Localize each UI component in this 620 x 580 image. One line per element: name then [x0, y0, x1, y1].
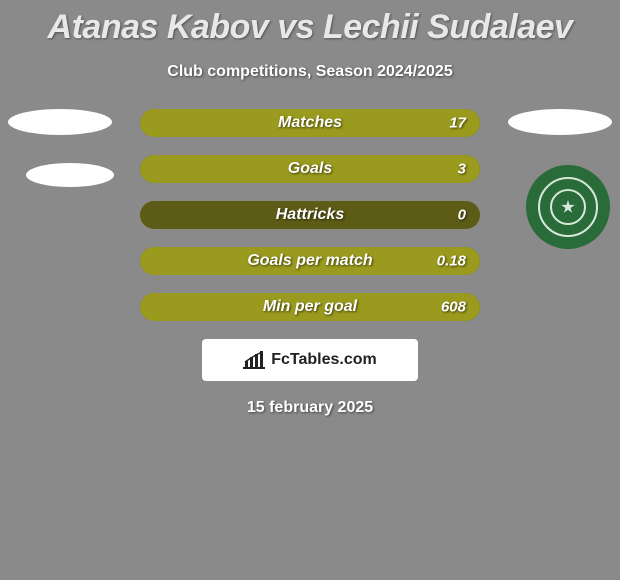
- club-badge-circle: [526, 165, 610, 249]
- brand-box: FcTables.com: [202, 339, 418, 381]
- club-badge-star: [550, 189, 586, 225]
- page-subtitle: Club competitions, Season 2024/2025: [0, 63, 620, 81]
- stat-bar: Hattricks0: [140, 201, 480, 229]
- player-badge-ellipse: [508, 109, 612, 135]
- stat-bar-label: Matches: [140, 114, 480, 132]
- stat-bar-value: 3: [458, 161, 466, 178]
- stat-bar-label: Hattricks: [140, 206, 480, 224]
- stat-bar-label: Min per goal: [140, 298, 480, 316]
- player-badge-ellipse: [8, 109, 112, 135]
- left-player-badges: [8, 109, 114, 215]
- club-badge-ring: [538, 177, 598, 237]
- stat-bar: Matches17: [140, 109, 480, 137]
- comparison-content: Matches17 Goals3 Hattricks0 Goals per match…: [0, 109, 620, 417]
- stats-bars: Matches17 Goals3 Hattricks0 Goals per match…: [140, 109, 480, 321]
- stat-bar: Min per goal608: [140, 293, 480, 321]
- stat-bar-label: Goals per match: [140, 252, 480, 270]
- stat-bar: Goals3: [140, 155, 480, 183]
- stat-bar-value: 17: [449, 115, 466, 132]
- right-player-badges: [508, 109, 612, 249]
- stat-bar-value: 0: [458, 207, 466, 224]
- page-title: Atanas Kabov vs Lechii Sudalaev: [0, 0, 620, 47]
- stat-bar-value: 608: [441, 299, 466, 316]
- stat-bar-label: Goals: [140, 160, 480, 178]
- player-badge-ellipse: [26, 163, 114, 187]
- chart-icon: [243, 351, 265, 369]
- date-text: 15 february 2025: [0, 399, 620, 417]
- stat-bar: Goals per match0.18: [140, 247, 480, 275]
- stat-bar-value: 0.18: [437, 253, 466, 270]
- brand-text: FcTables.com: [271, 351, 377, 369]
